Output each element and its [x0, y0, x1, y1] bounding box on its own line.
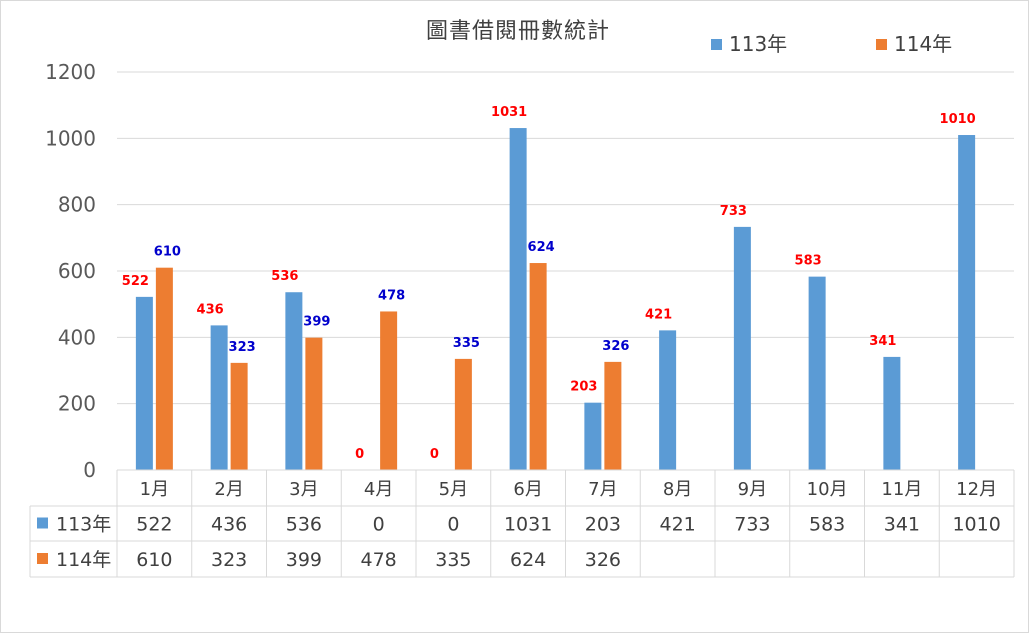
category-label: 5月 — [439, 479, 468, 500]
table-cell: 624 — [510, 549, 546, 571]
y-axis: 0 200 400 600 800 1000 1200 — [45, 60, 96, 482]
table-series-label: 113年 — [56, 514, 111, 536]
table-cell: 0 — [373, 514, 385, 536]
bar-113年-10月 — [808, 276, 826, 470]
y-tick-label: 400 — [58, 325, 96, 349]
table-legend-key — [37, 517, 48, 529]
table-cell: 1010 — [952, 514, 1000, 536]
y-tick-label: 800 — [58, 193, 96, 217]
data-label: 436 — [197, 302, 224, 317]
data-label: 733 — [720, 204, 747, 219]
table-cell: 478 — [360, 549, 396, 571]
data-label: 399 — [303, 315, 330, 330]
bar-113年-9月 — [733, 226, 751, 470]
table-cell: 0 — [447, 514, 459, 536]
bar-113年-6月 — [509, 128, 527, 470]
bar-114年-1月 — [155, 267, 173, 470]
legend-swatch — [876, 39, 887, 50]
legend: 113年 114年 — [711, 32, 952, 56]
data-label: 323 — [229, 340, 256, 355]
bar-114年-6月 — [529, 263, 547, 470]
legend-swatch — [711, 39, 722, 50]
table-cell: 399 — [286, 549, 322, 571]
data-label: 624 — [528, 240, 555, 255]
data-label: 203 — [570, 380, 597, 395]
bar-114年-3月 — [305, 337, 323, 470]
bar-113年-11月 — [883, 356, 901, 470]
data-label: 0 — [430, 447, 439, 462]
table-cell: 323 — [211, 549, 247, 571]
y-tick-label: 1200 — [45, 60, 96, 84]
data-label: 583 — [795, 254, 822, 269]
data-label: 478 — [378, 288, 405, 303]
category-label: 12月 — [956, 479, 997, 500]
bar-113年-3月 — [285, 292, 303, 470]
table-cell: 522 — [136, 514, 172, 536]
data-labels: 522 436 536 0 0 1031 203 421 733 583 341 1010 610 323… — [122, 105, 976, 462]
data-label: 326 — [602, 339, 629, 354]
category-label: 6月 — [513, 479, 542, 500]
table-cell: 610 — [136, 549, 172, 571]
bar-114年-4月 — [380, 311, 398, 470]
table-cell: 1031 — [504, 514, 552, 536]
category-label: 4月 — [364, 479, 393, 500]
data-label: 1031 — [491, 105, 527, 120]
data-label: 1010 — [940, 112, 976, 127]
bar-114年-5月 — [454, 358, 472, 470]
data-label: 0 — [355, 447, 364, 462]
bar-113年-2月 — [210, 325, 228, 470]
table-cell: 203 — [585, 514, 621, 536]
bar-113年-1月 — [135, 296, 153, 470]
y-tick-label: 0 — [83, 458, 96, 482]
bar-113年-12月 — [958, 135, 976, 470]
y-tick-label: 1000 — [45, 126, 96, 150]
category-label: 9月 — [738, 479, 767, 500]
table-series-label: 114年 — [56, 549, 111, 571]
bar-113年-7月 — [584, 402, 602, 470]
category-label: 1月 — [140, 479, 169, 500]
data-label: 610 — [154, 245, 181, 260]
table-cell: 341 — [884, 514, 920, 536]
category-label: 11月 — [881, 479, 922, 500]
table-cell: 335 — [435, 549, 471, 571]
chart-title: 圖書借閱冊數統計 — [426, 19, 610, 44]
legend-label: 113年 — [729, 32, 787, 56]
data-label: 421 — [645, 307, 672, 322]
table-cell: 733 — [734, 514, 770, 536]
category-label: 7月 — [588, 479, 617, 500]
table-cell: 436 — [211, 514, 247, 536]
category-label: 3月 — [289, 479, 318, 500]
table-cell: 326 — [585, 549, 621, 571]
legend-label: 114年 — [894, 32, 952, 56]
category-label: 2月 — [214, 479, 243, 500]
y-tick-label: 200 — [58, 392, 96, 416]
table-cell: 536 — [286, 514, 322, 536]
bar-114年-7月 — [604, 361, 622, 470]
data-label: 536 — [271, 269, 298, 284]
bars — [135, 128, 976, 470]
bar-114年-2月 — [230, 362, 248, 470]
data-label: 341 — [869, 334, 896, 349]
data-label: 522 — [122, 274, 149, 289]
category-label: 10月 — [807, 479, 848, 500]
y-tick-label: 600 — [58, 259, 96, 283]
data-table: 1月 2月 3月 4月 5月 6月 7月 8月 9月 10月 11月 12月 113年 522 436 536… — [29, 469, 1015, 578]
table-cell: 421 — [659, 514, 695, 536]
category-label: 8月 — [663, 479, 692, 500]
data-label: 335 — [453, 336, 480, 351]
table-cell: 583 — [809, 514, 845, 536]
table-legend-key — [37, 553, 48, 564]
bar-113年-8月 — [659, 330, 677, 470]
gridlines — [117, 71, 1014, 405]
